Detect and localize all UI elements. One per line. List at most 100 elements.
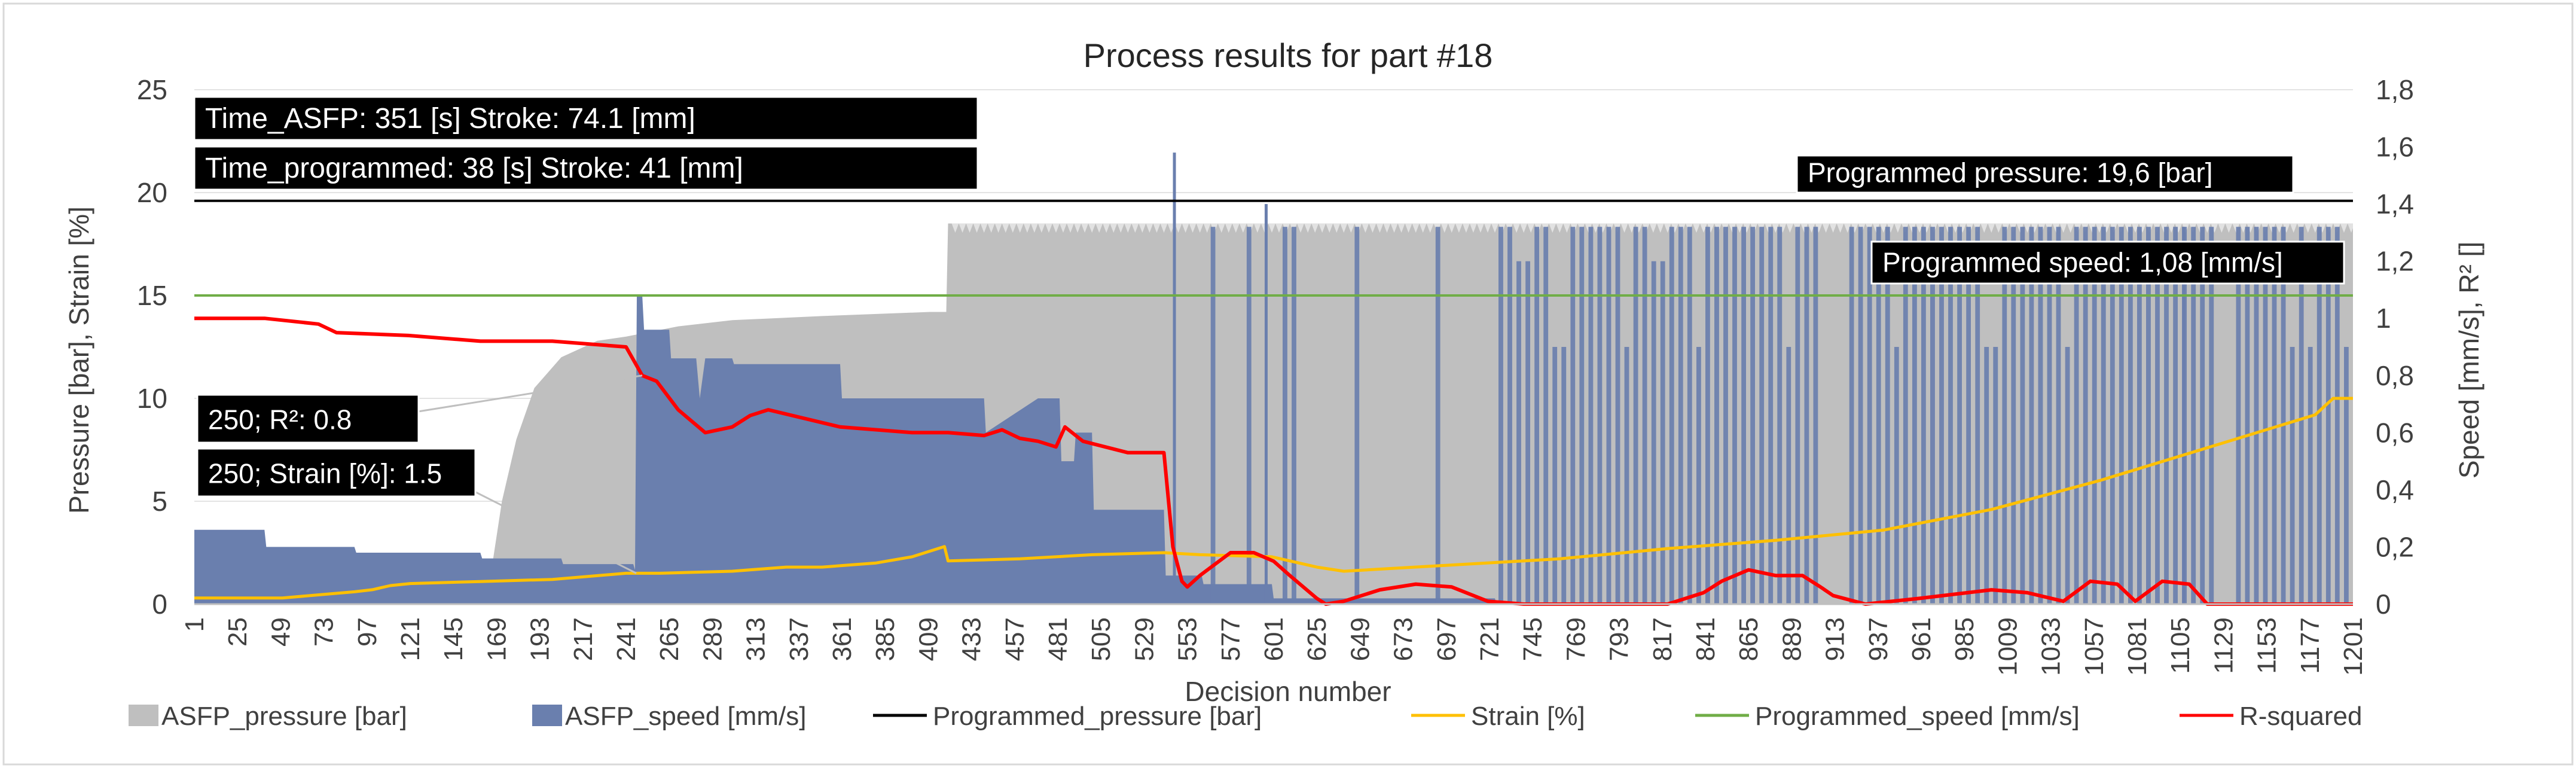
x-tick-label: 433 — [957, 617, 987, 661]
legend: ASFP_pressure [bar] ASFP_speed [mm/s] Prog… — [129, 702, 2362, 731]
annotation-time-programmed-box — [193, 145, 979, 191]
y-tick-label-left: 15 — [137, 280, 167, 311]
legend-label: Strain [%] — [1471, 702, 1585, 731]
x-tick-label: 481 — [1043, 617, 1073, 661]
x-tick-label: 649 — [1345, 617, 1375, 661]
x-tick-label: 817 — [1648, 617, 1677, 661]
y-axis-label-left: Pressure [bar], Strain [%] — [63, 206, 94, 514]
x-tick-label: 169 — [482, 617, 511, 661]
x-tick-label: 217 — [569, 617, 598, 661]
x-tick-label: 937 — [1864, 617, 1893, 661]
x-tick-label: 193 — [526, 617, 555, 661]
x-tick-label: 1153 — [2253, 617, 2282, 674]
legend-label: Programmed_speed [mm/s] — [1755, 702, 2080, 731]
annotations: Time_ASFP: 351 [s] Stroke: 74.1 [mm] Time… — [193, 96, 2345, 574]
y-tick-label-right: 0,4 — [2376, 474, 2414, 505]
y-tick-label-left: 0 — [152, 589, 167, 620]
x-tick-label: 1057 — [2080, 617, 2109, 676]
x-tick-label: 97 — [353, 617, 382, 647]
x-tick-label: 361 — [828, 617, 857, 661]
x-tick-label: 1009 — [1993, 617, 2022, 676]
x-tick-label: 577 — [1216, 617, 1246, 661]
x-tick-label: 553 — [1173, 617, 1202, 661]
y-axis-label-right: Speed [mm/s], R² [] — [2453, 242, 2485, 479]
series-line — [194, 316, 2353, 606]
x-tick-label: 505 — [1086, 617, 1116, 661]
annotation-programmed-pressure-box — [1796, 154, 2294, 194]
x-tick-label: 913 — [1821, 617, 1850, 661]
x-tick-label: 793 — [1605, 617, 1634, 661]
y-tick-label-left: 5 — [152, 486, 167, 517]
x-tick-label: 961 — [1907, 617, 1936, 661]
x-tick-label: 769 — [1561, 617, 1591, 661]
x-tick-label: 385 — [871, 617, 900, 661]
annotation-programmed-pressure: Programmed pressure: 19,6 [bar] — [1808, 157, 2213, 188]
x-tick-label: 241 — [612, 617, 641, 661]
annotation-strain-point: 250; Strain [%]: 1.5 — [208, 458, 442, 489]
x-tick-label: 1177 — [2296, 617, 2325, 674]
series-line — [194, 397, 2353, 600]
legend-label: ASFP_pressure [bar] — [161, 702, 407, 731]
x-tick-label: 529 — [1130, 617, 1159, 661]
x-tick-label: 745 — [1518, 617, 1548, 661]
y-tick-label-right: 1,2 — [2376, 246, 2414, 277]
x-tick-label: 457 — [1000, 617, 1030, 661]
annotation-time-asfp: Time_ASFP: 351 [s] Stroke: 74.1 [mm] — [205, 103, 695, 135]
speed-spike — [2182, 227, 2186, 604]
x-tick-label: 673 — [1389, 617, 1418, 661]
x-tick-label: 337 — [785, 617, 814, 661]
axes: 0 5 10 15 20 25 0 0,2 0,4 0,6 0,8 1 1,2 1,4 1,6 1,8 1 25 4… — [137, 74, 2414, 676]
x-tick-label: 1081 — [2123, 617, 2152, 676]
y-tick-label-right: 0,2 — [2376, 531, 2414, 562]
area-series — [194, 153, 2355, 605]
x-tick-label: 1129 — [2209, 617, 2238, 674]
y-tick-label-right: 1,6 — [2376, 132, 2414, 163]
x-tick-label: 49 — [266, 617, 295, 647]
y-tick-label-right: 1,8 — [2376, 74, 2414, 105]
speed-spike — [1173, 153, 1176, 605]
y-tick-label-right: 1,4 — [2376, 188, 2414, 220]
annotation-r2-point: 250; R²: 0.8 — [208, 404, 352, 435]
annotation-strain-point-box — [196, 447, 477, 498]
pressure-sawtooth — [951, 223, 2355, 233]
y-tick-label-left: 25 — [137, 74, 167, 105]
annotation-r2-point-box — [196, 394, 420, 444]
x-tick-label: 1201 — [2339, 617, 2368, 676]
x-axis-label: Decision number — [1185, 676, 1391, 707]
x-tick-label: 889 — [1777, 617, 1806, 661]
y-tick-label-right: 0,8 — [2376, 360, 2414, 391]
x-tick-label: 1 — [180, 617, 209, 632]
chart-title: Process results for part #18 — [1083, 36, 1493, 74]
x-tick-label: 121 — [396, 617, 425, 661]
annotation-time-asfp-box — [193, 96, 979, 141]
speed-oscillation — [1210, 227, 2349, 604]
x-tick-label: 25 — [223, 617, 252, 647]
x-tick-label: 841 — [1691, 617, 1720, 661]
x-tick-label: 73 — [310, 617, 339, 647]
y-tick-label-right: 0 — [2376, 589, 2391, 620]
speed-area — [194, 295, 2353, 604]
speed-spike — [1264, 204, 1268, 605]
x-tick-label: 289 — [698, 617, 727, 661]
legend-label: Programmed_pressure [bar] — [933, 702, 1262, 731]
x-tick-label: 601 — [1259, 617, 1289, 661]
x-tick-label: 409 — [914, 617, 943, 661]
x-tick-label: 1105 — [2166, 617, 2195, 674]
annotation-programmed-speed-box — [1870, 240, 2345, 285]
legend-label: ASFP_speed [mm/s] — [565, 702, 806, 731]
legend-swatch — [532, 705, 562, 726]
x-tick-label: 145 — [439, 617, 468, 661]
leader-strain — [472, 489, 637, 574]
y-tick-label-right: 0,6 — [2376, 417, 2414, 448]
x-tick-label: 313 — [741, 617, 771, 661]
annotation-time-programmed: Time_programmed: 38 [s] Stroke: 41 [mm] — [205, 153, 743, 184]
annotation-programmed-speed: Programmed speed: 1,08 [mm/s] — [1882, 246, 2283, 278]
y-tick-label-left: 20 — [137, 177, 167, 208]
legend-label: R-squared — [2239, 702, 2362, 731]
legend-swatch — [129, 705, 158, 726]
y-tick-label-right: 1 — [2376, 303, 2391, 334]
x-tick-label: 265 — [655, 617, 684, 661]
x-tick-label: 865 — [1734, 617, 1763, 661]
